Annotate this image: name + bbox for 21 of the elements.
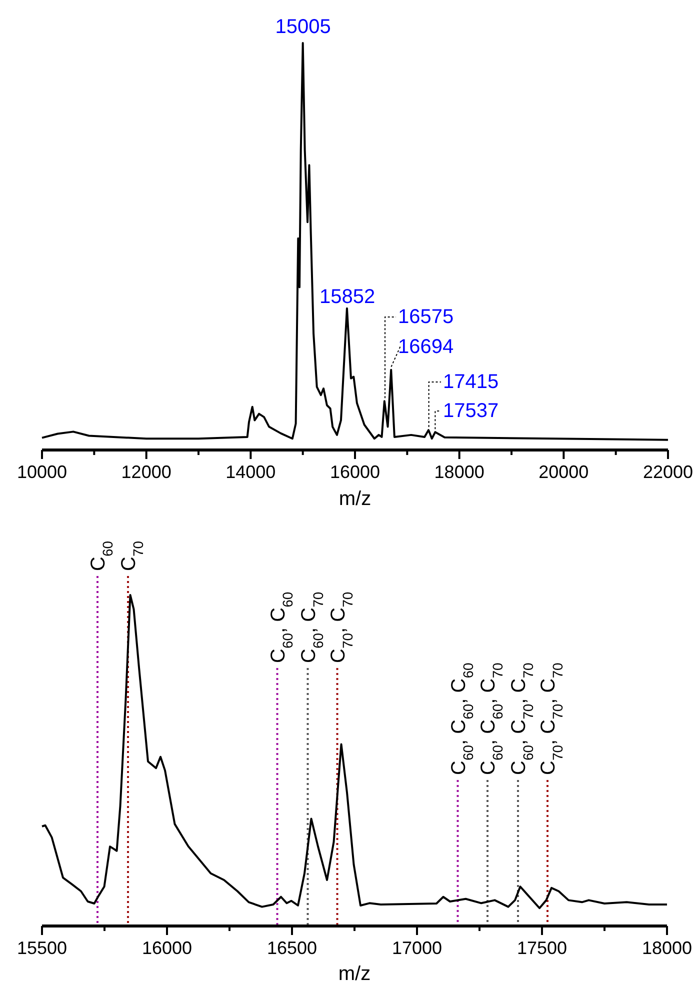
x-tick-label: 22000 <box>642 462 694 482</box>
annotation: 15852 <box>319 286 376 308</box>
x-tick-label: 17500 <box>516 938 568 958</box>
annotation: 15005 <box>275 16 331 38</box>
x-tick-label: 12000 <box>121 462 172 482</box>
annotation: 16575 <box>398 306 454 328</box>
x-tick-label: 18000 <box>434 462 484 482</box>
x-tick-label: 17000 <box>392 938 442 958</box>
x-tick-label: 15500 <box>16 938 68 958</box>
annotation: 17537 <box>443 400 499 422</box>
x-axis-title: m/z <box>338 488 372 510</box>
x-tick-label: 10000 <box>16 462 68 482</box>
x-tick-label: 16500 <box>266 938 318 958</box>
x-tick-label: 16000 <box>330 462 380 482</box>
x-tick-label: 20000 <box>538 462 589 482</box>
x-tick-label: 14000 <box>226 462 276 482</box>
annotation: 16694 <box>398 336 454 358</box>
x-tick-label: 18000 <box>642 938 692 958</box>
annotation: 17415 <box>443 371 499 393</box>
x-axis-title: m/z <box>338 963 371 983</box>
x-tick-label: 16000 <box>142 938 192 958</box>
